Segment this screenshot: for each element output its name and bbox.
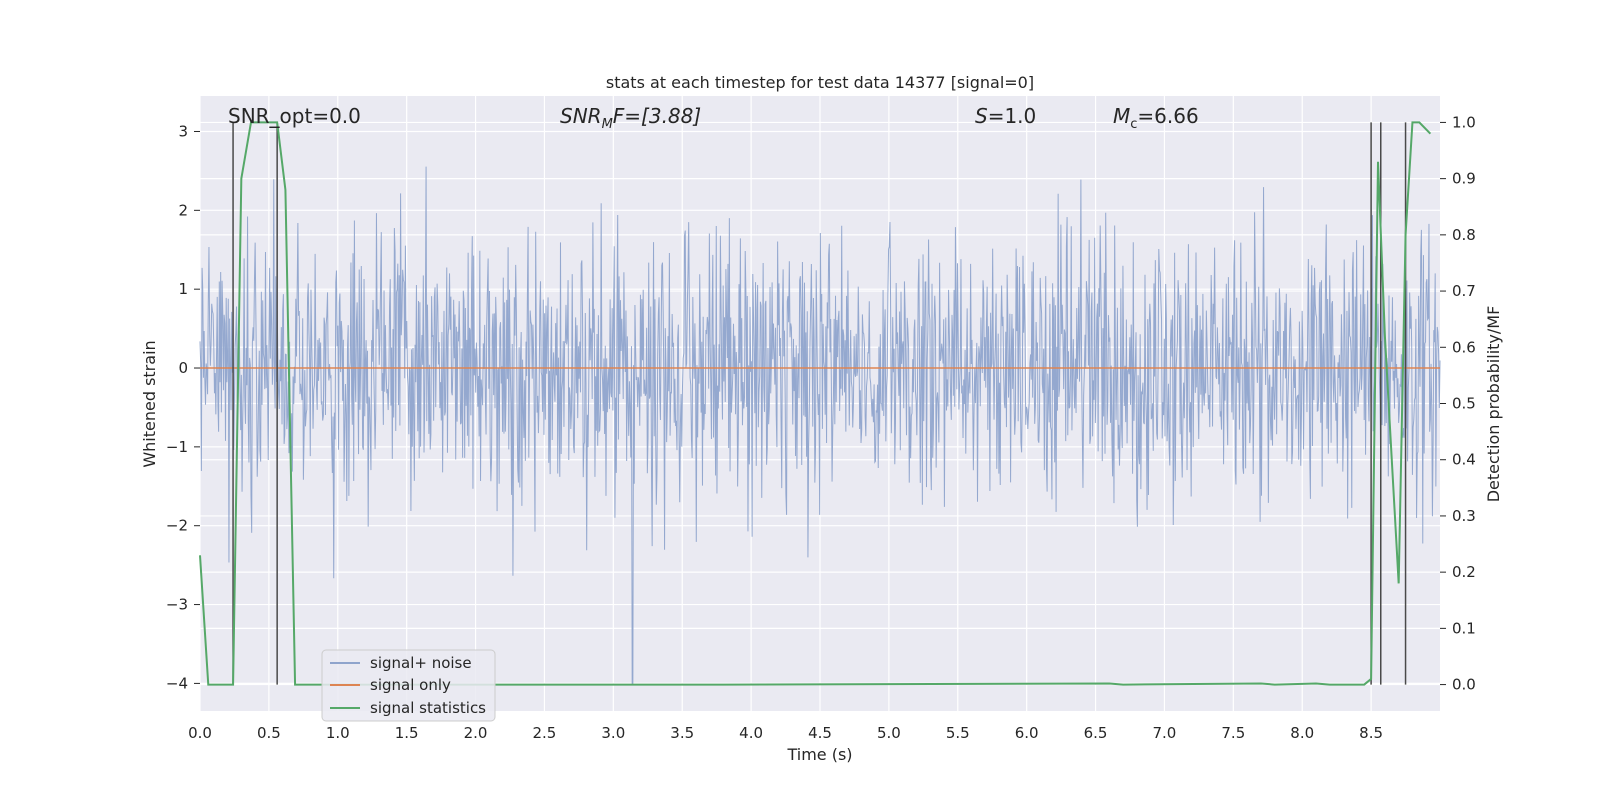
y-left-tick-labels: 3 2 1 0 −1 −2 −3 −4 — [166, 122, 200, 692]
legend-label-signal-only: signal only — [370, 676, 451, 694]
y-axis-label-left: Whitened strain — [140, 340, 159, 467]
annotation-snr-mf: SNRMF=[3.88] — [560, 104, 701, 132]
x-tick-label: 7.0 — [1153, 724, 1177, 742]
y-left-tick-label: −2 — [166, 517, 188, 535]
x-tick-label: 5.5 — [946, 724, 970, 742]
x-tick-label: 6.5 — [1084, 724, 1108, 742]
annotation-mc: Mc=6.66 — [1113, 104, 1199, 132]
annotation-s: S=1.0 — [975, 104, 1036, 128]
x-tick-label: 6.0 — [1015, 724, 1039, 742]
x-tick-label: 3.5 — [670, 724, 694, 742]
x-tick-label: 4.5 — [808, 724, 832, 742]
x-tick-label: 1.0 — [326, 724, 350, 742]
signal-statistics-line — [199, 121, 1432, 686]
x-tick-label: 7.5 — [1221, 724, 1245, 742]
y-right-tick-label: 1.0 — [1452, 113, 1476, 131]
y-right-tick-label: 0.3 — [1452, 507, 1476, 525]
x-tick-label: 2.0 — [464, 724, 488, 742]
signal-noise-line — [199, 166, 1441, 684]
legend: signal+ noise signal only signal statist… — [321, 649, 496, 722]
signal-statistics-series — [199, 121, 1432, 686]
x-tick-labels: 0.0 0.5 1.0 1.5 2.0 2.5 3.0 3.5 4.0 4.5 5.0 5.5 6.0 6… — [188, 724, 1383, 742]
chart-title: stats at each timestep for test data 143… — [606, 73, 1034, 92]
y-right-tick-label: 0.5 — [1452, 395, 1476, 413]
y-right-tick-labels: 1.0 0.9 0.8 0.7 0.6 0.5 0.4 0.3 0.2 0.1 0.0 — [1440, 113, 1476, 694]
legend-box — [321, 649, 496, 722]
y-left-tick-label: 2 — [178, 201, 188, 219]
x-tick-label: 8.0 — [1290, 724, 1314, 742]
y-left-tick-label: 1 — [178, 280, 188, 298]
y-right-tick-label: 0.4 — [1452, 451, 1476, 469]
y-right-tick-label: 0.1 — [1452, 619, 1476, 637]
x-tick-label: 8.5 — [1359, 724, 1383, 742]
x-axis-label: Time (s) — [786, 745, 852, 764]
legend-label-signal-statistics: signal statistics — [370, 699, 486, 717]
y-left-tick-label: 3 — [178, 122, 188, 140]
y-right-tick-label: 0.2 — [1452, 563, 1476, 581]
annotation-snr-opt: SNR_opt=0.0 — [228, 104, 361, 128]
y-left-tick-label: −3 — [166, 596, 188, 614]
x-tick-label: 2.5 — [533, 724, 557, 742]
x-tick-label: 3.0 — [601, 724, 625, 742]
y-right-tick-label: 0.9 — [1452, 170, 1476, 188]
y-axis-label-right: Detection probability/MF — [1484, 306, 1503, 503]
x-tick-label: 0.0 — [188, 724, 212, 742]
y-left-tick-label: 0 — [178, 359, 188, 377]
y-left-tick-label: −4 — [166, 674, 188, 692]
x-tick-label: 0.5 — [257, 724, 281, 742]
x-tick-label: 5.0 — [877, 724, 901, 742]
y-right-tick-label: 0.7 — [1452, 282, 1476, 300]
signal-noise-series — [199, 166, 1441, 684]
y-right-tick-label: 0.0 — [1452, 676, 1476, 694]
y-right-tick-label: 0.6 — [1452, 338, 1476, 356]
x-tick-label: 1.5 — [395, 724, 419, 742]
y-left-tick-label: −1 — [166, 438, 188, 456]
legend-label-signal-noise: signal+ noise — [370, 654, 472, 672]
x-tick-label: 4.0 — [739, 724, 763, 742]
y-right-tick-label: 0.8 — [1452, 226, 1476, 244]
